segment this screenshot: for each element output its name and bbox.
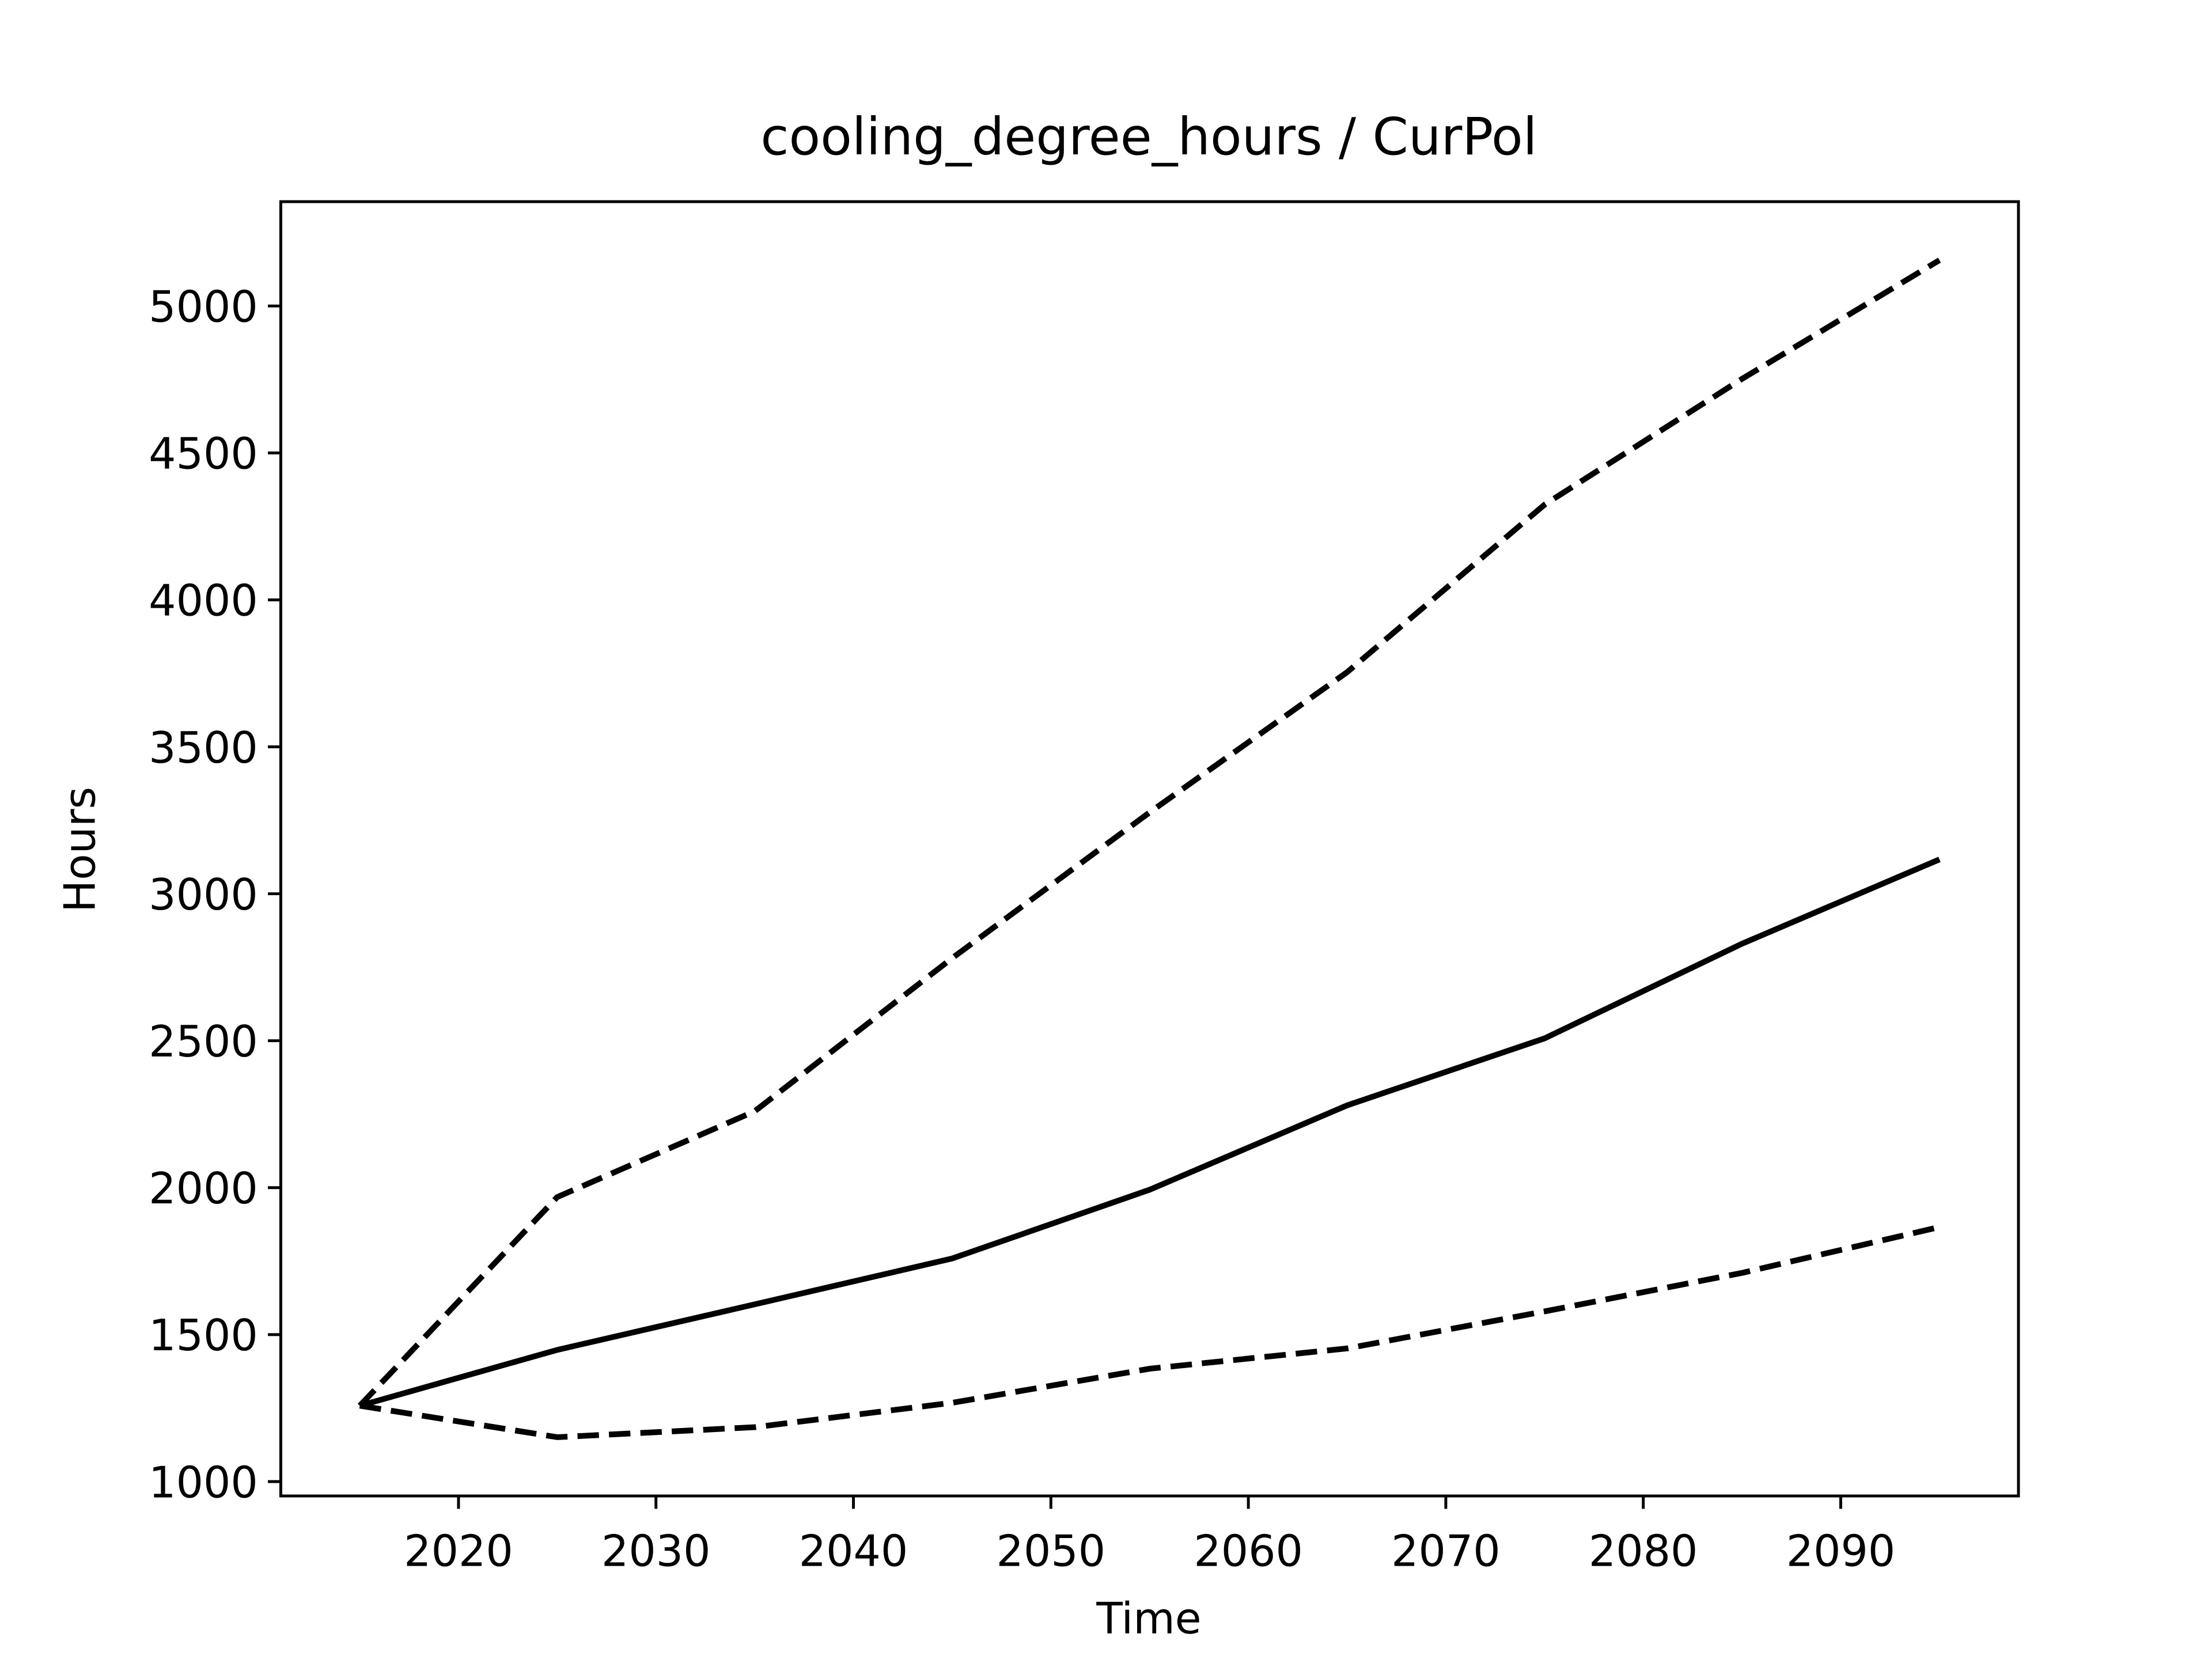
x-axis-label: Time (1096, 1593, 1201, 1643)
y-tick-label: 3500 (149, 723, 258, 773)
x-tick-label: 2030 (601, 1527, 711, 1577)
plot-frame (279, 200, 2020, 1498)
line-series (359, 1224, 1941, 1440)
y-tick-label: 2500 (149, 1017, 258, 1067)
y-tick-label: 4500 (149, 429, 258, 479)
x-tick-label: 2080 (1589, 1527, 1698, 1577)
line-series (357, 257, 1941, 1408)
y-tick-label: 1000 (149, 1457, 258, 1508)
x-tick-label: 2090 (1786, 1527, 1896, 1577)
x-tick-label: 2020 (404, 1527, 513, 1577)
y-tick-label: 1500 (149, 1310, 258, 1361)
y-tick-label: 5000 (149, 282, 258, 332)
y-tick-label: 2000 (149, 1164, 258, 1214)
x-tick-label: 2060 (1194, 1527, 1303, 1577)
y-tick-label: 4000 (149, 576, 258, 626)
x-tick-label: 2050 (997, 1527, 1106, 1577)
x-tick-label: 2040 (799, 1527, 908, 1577)
y-axis-label: Hours (55, 787, 105, 912)
chart-title: cooling_degree_hours / CurPol (760, 107, 1537, 167)
line-series (359, 857, 1941, 1409)
y-tick-label: 3000 (149, 870, 258, 920)
x-tick-label: 2070 (1391, 1527, 1501, 1577)
